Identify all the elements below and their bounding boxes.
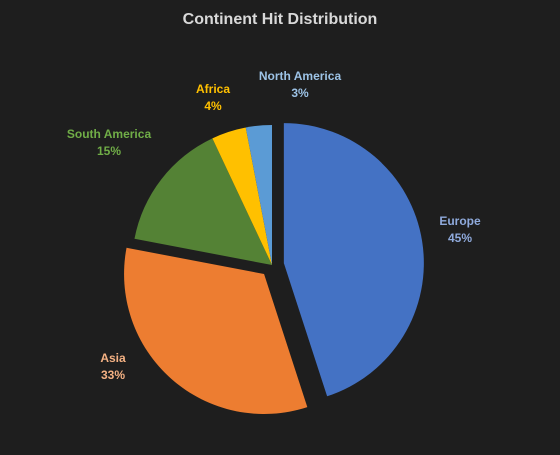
slice-label-north-america: North America bbox=[259, 69, 342, 83]
slice-label-africa: Africa bbox=[196, 82, 230, 96]
slice-percent-africa: 4% bbox=[204, 99, 222, 113]
slice-label-europe: Europe bbox=[439, 214, 481, 228]
slice-percent-europe: 45% bbox=[448, 231, 472, 245]
pie-slice-north-america bbox=[245, 125, 272, 265]
chart-title: Continent Hit Distribution bbox=[182, 11, 378, 28]
slice-percent-south-america: 15% bbox=[97, 144, 121, 158]
slice-label-asia: Asia bbox=[100, 351, 126, 365]
slice-label-south-america: South America bbox=[67, 127, 152, 141]
pie-slice-europe bbox=[283, 123, 424, 397]
pie-slice-south-america bbox=[134, 138, 272, 265]
pie-slice-africa bbox=[212, 127, 272, 265]
pie-slice-asia bbox=[124, 247, 308, 415]
slice-percent-north-america: 3% bbox=[291, 86, 309, 100]
slice-percent-asia: 33% bbox=[101, 368, 125, 382]
